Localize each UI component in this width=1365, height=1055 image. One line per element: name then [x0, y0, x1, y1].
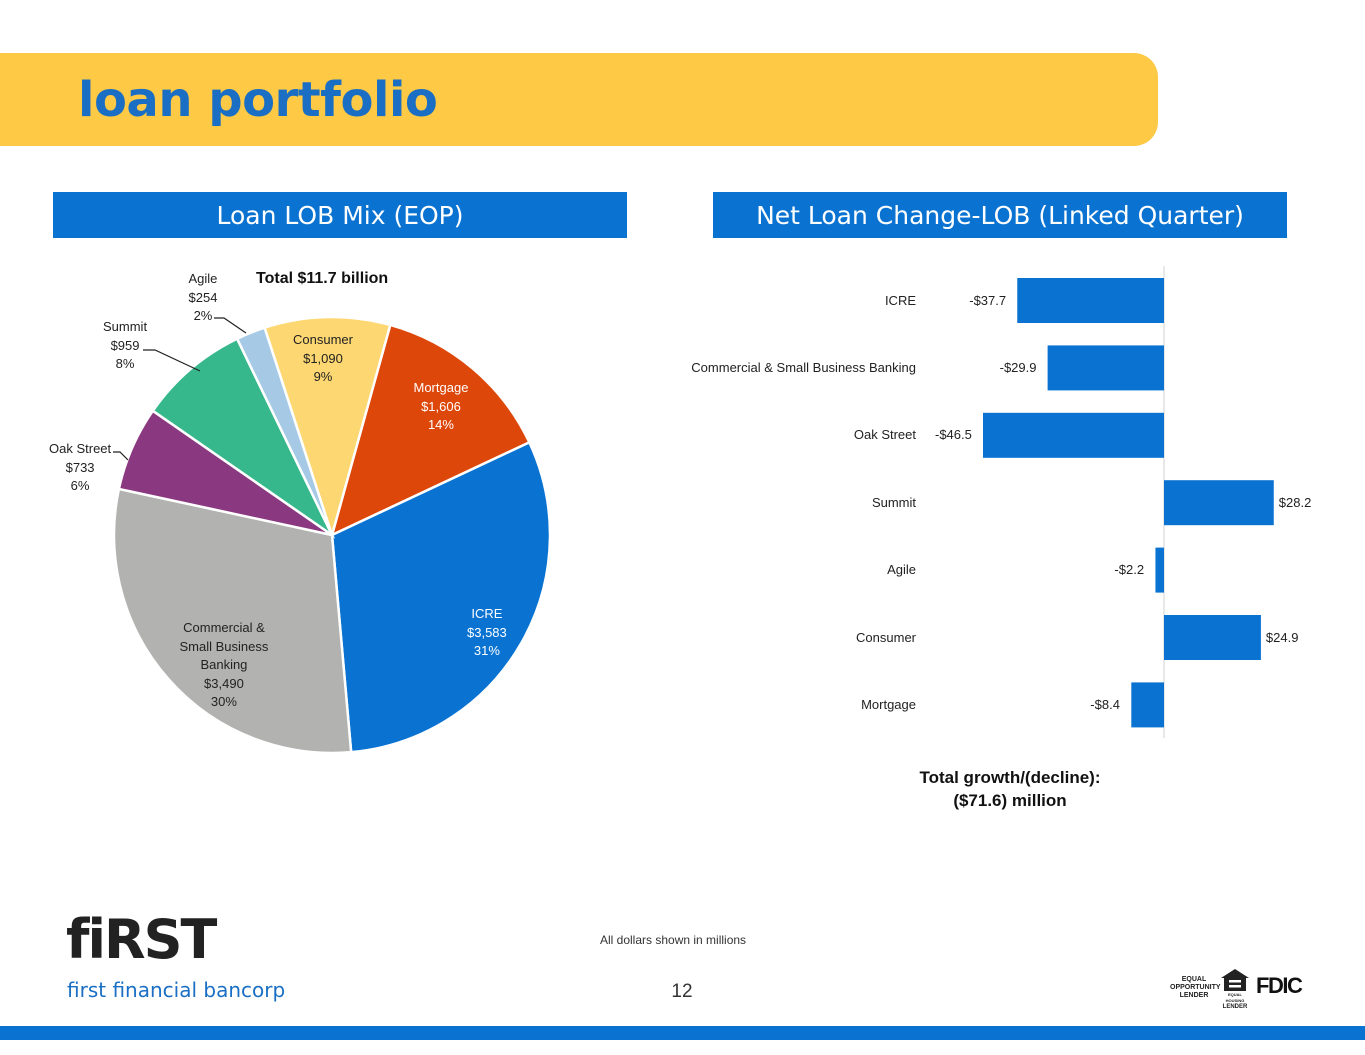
bar-total-line-1: Total growth/(decline):	[919, 768, 1101, 787]
company-name: first financial bancorp	[67, 978, 286, 1002]
pie-label-name: ICRE	[471, 606, 503, 621]
bar-total-line-2: ($71.6) million	[953, 791, 1067, 810]
bar-category-label: Summit	[871, 494, 916, 510]
bar-consumer	[1164, 615, 1261, 660]
pie-label-name: Banking	[200, 657, 248, 672]
bar-category-label: ICRE	[884, 292, 916, 308]
pie-label-agile: Agile $254 2%	[189, 270, 218, 326]
pie-label-name: Small Business	[179, 638, 269, 654]
pie-label-name: Consumer	[293, 332, 353, 347]
equal-housing-lender-text: EQUAL HOUSING LENDER	[1219, 992, 1251, 1010]
pie-leader-line-summit	[143, 349, 201, 372]
pie-label-value: $3,490	[204, 675, 244, 691]
pie-label-pct: 2%	[193, 308, 213, 323]
pie-slice-mortgage	[330, 323, 532, 538]
pie-label-pct: 8%	[115, 356, 135, 371]
bar-summit	[1164, 480, 1274, 526]
bar-commercial-small-business-banking	[1047, 345, 1164, 391]
equal-housing-lender-icon	[1221, 969, 1249, 991]
bar-value-label: $24.9	[1265, 629, 1299, 645]
pie-label-pct: 14%	[427, 417, 454, 432]
pie-leader-line-oak-street	[113, 451, 129, 461]
pie-label-consumer: Consumer $1,090 9%	[293, 331, 353, 387]
pie-chart-header: Loan LOB Mix (EOP)	[53, 192, 627, 238]
eol-line-3: LENDER	[1179, 992, 1209, 999]
pie-label-name: Mortgage	[413, 380, 469, 395]
bar-total-label: Total growth/(decline): ($71.6) million	[860, 766, 1160, 812]
pie-label-pct: 31%	[473, 643, 500, 658]
title-banner	[0, 53, 1158, 146]
pie-label-value: $1,090	[303, 350, 343, 366]
bar-category-label: Mortgage	[861, 696, 916, 712]
ehl-line-2: LENDER	[1222, 1004, 1248, 1010]
bar-category-label: Agile	[887, 562, 916, 578]
bar-value-label: -$8.4	[1090, 696, 1120, 712]
eol-line-2: OPPORTUNITY	[1170, 984, 1221, 991]
page-title: loan portfolio	[78, 72, 438, 128]
bar-value-label: -$37.7	[969, 292, 1007, 308]
pie-total-label: Total $11.7 billion	[256, 270, 389, 287]
pie-label-value: $3,583	[467, 624, 507, 640]
bar-category-label: Oak Street	[853, 427, 916, 443]
pie-label-commercial-small-business-banking: Commercial & Small Business Banking $3,490 3…	[180, 619, 269, 712]
pie-label-name: Agile	[188, 271, 218, 286]
pie-slice-commercial-small-business-banking	[112, 487, 353, 755]
pie-label-value: $733	[65, 459, 95, 475]
pie-label-pct: 30%	[210, 694, 237, 709]
ehl-line-1: EQUAL HOUSING	[1225, 992, 1245, 1003]
footer-bar	[0, 1026, 1365, 1040]
bar-value-label: -$46.5	[935, 427, 972, 443]
pie-label-value: $1,606	[421, 398, 461, 414]
pie-label-oak-street: Oak Street $733 6%	[49, 440, 111, 496]
pie-leader-line-agile	[214, 317, 247, 334]
bar-icre	[1017, 278, 1164, 323]
bar-category-label: Commercial & Small Business Banking	[691, 359, 916, 375]
bar-oak-street	[983, 412, 1164, 458]
bar-value-label: -$29.9	[999, 359, 1037, 375]
pie-label-name: Oak Street	[49, 441, 112, 456]
company-logo: fiRST	[66, 908, 217, 971]
pie-label-mortgage: Mortgage $1,606 14%	[414, 379, 469, 435]
page-number: 12	[671, 981, 693, 1002]
bar-chart-header: Net Loan Change-LOB (Linked Quarter)	[713, 192, 1287, 238]
pie-label-name: Summit	[103, 319, 148, 334]
fdic-badge: FDIC	[1256, 973, 1303, 998]
pie-label-value: $254	[188, 289, 218, 305]
pie-label-icre: ICRE $3,583 31%	[467, 605, 507, 661]
pie-slice-summit	[151, 337, 336, 539]
bar-value-label: $28.2	[1278, 494, 1312, 510]
bar-agile	[1155, 547, 1164, 593]
bar-value-label: -$2.2	[1114, 562, 1145, 578]
eol-line-1: EQUAL	[1181, 976, 1207, 983]
bar-mortgage	[1131, 682, 1164, 728]
pie-label-summit: Summit $959 8%	[103, 318, 147, 374]
equal-opportunity-lender-badge: EQUAL OPPORTUNITY LENDER	[1170, 976, 1221, 1000]
pie-slice-icre	[330, 440, 552, 754]
pie-label-pct: 9%	[313, 369, 333, 384]
pie-label-name: Commercial &	[183, 620, 265, 635]
bar-category-label: Consumer	[856, 629, 916, 645]
pie-label-value: $959	[110, 337, 140, 353]
footnote: All dollars shown in millions	[600, 933, 747, 947]
pie-slice-consumer	[263, 315, 392, 540]
pie-label-pct: 6%	[70, 478, 90, 493]
